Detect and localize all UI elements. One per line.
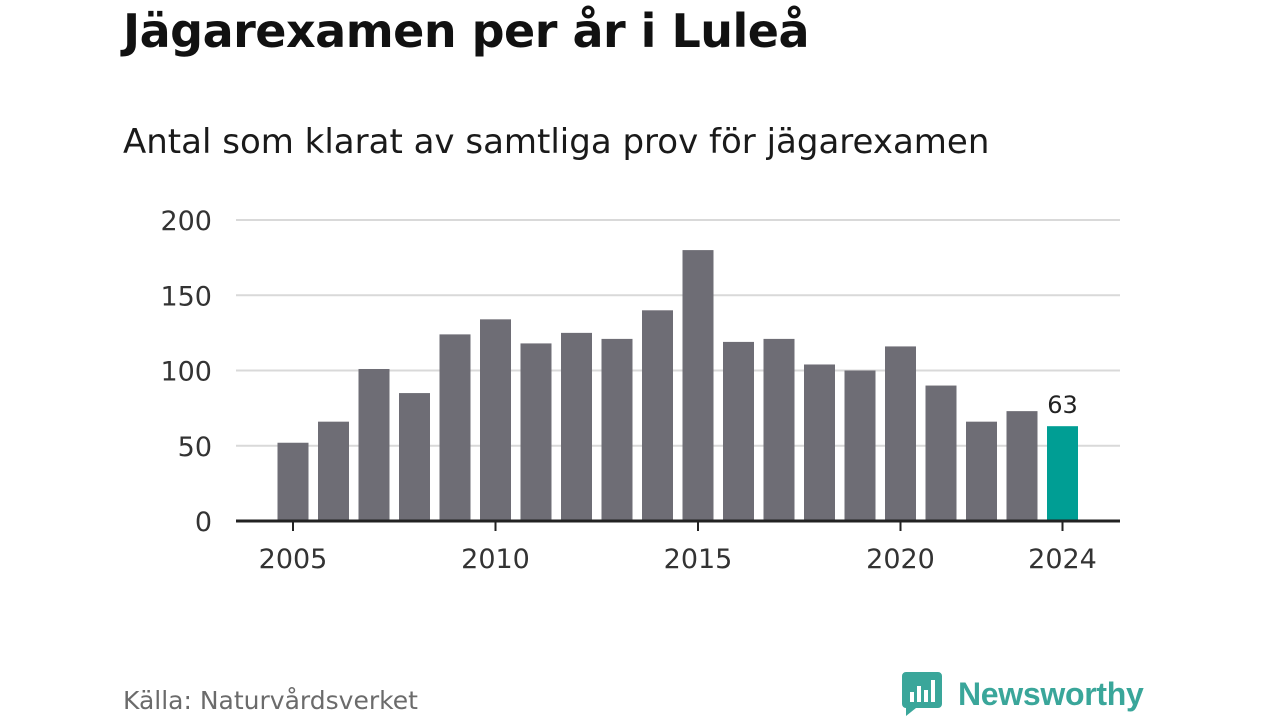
newsworthy-chart-bubble-icon	[902, 672, 942, 716]
bar-2023	[1006, 411, 1038, 521]
x-tick-label-2010: 2010	[461, 544, 530, 575]
bar-2020	[885, 346, 916, 521]
bar-2013	[601, 338, 633, 521]
brand-logo: Newsworthy	[902, 672, 1144, 716]
y-tick-label-200: 200	[160, 206, 212, 237]
bar-2016	[723, 341, 754, 521]
bar-2015	[682, 250, 714, 521]
bar-2011	[520, 343, 552, 521]
data-label-2024: 63	[1047, 391, 1078, 419]
y-tick-label-100: 100	[160, 357, 212, 388]
bar-2024	[1047, 426, 1078, 521]
bar-2006	[318, 421, 349, 521]
bar-2007	[358, 368, 390, 521]
bar-2009	[439, 334, 471, 521]
brand-name: Newsworthy	[958, 675, 1144, 712]
y-tick-label-50: 50	[178, 432, 212, 463]
source-note: Källa: Naturvårdsverket	[123, 686, 418, 715]
bar-2022	[966, 421, 997, 521]
bar-2008	[399, 393, 430, 521]
bar-2005	[277, 442, 309, 521]
chart-subtitle: Antal som klarat av samtliga prov för jä…	[123, 122, 990, 162]
bar-2014	[642, 310, 673, 521]
bar-2021	[925, 385, 957, 521]
bar-2017	[763, 338, 795, 521]
chart-title: Jägarexamen per år i Luleå	[123, 4, 810, 58]
x-tick-label-2020: 2020	[866, 544, 935, 575]
y-tick-label-0: 0	[195, 507, 212, 538]
y-tick-label-150: 150	[160, 281, 212, 312]
bar-2018	[804, 364, 835, 521]
x-tick-label-2024: 2024	[1028, 544, 1097, 575]
x-tick-label-2005: 2005	[259, 544, 328, 575]
bar-2010	[480, 319, 511, 521]
bar-2012	[561, 332, 592, 521]
x-tick-label-2015: 2015	[664, 544, 733, 575]
bar-2019	[844, 370, 876, 521]
